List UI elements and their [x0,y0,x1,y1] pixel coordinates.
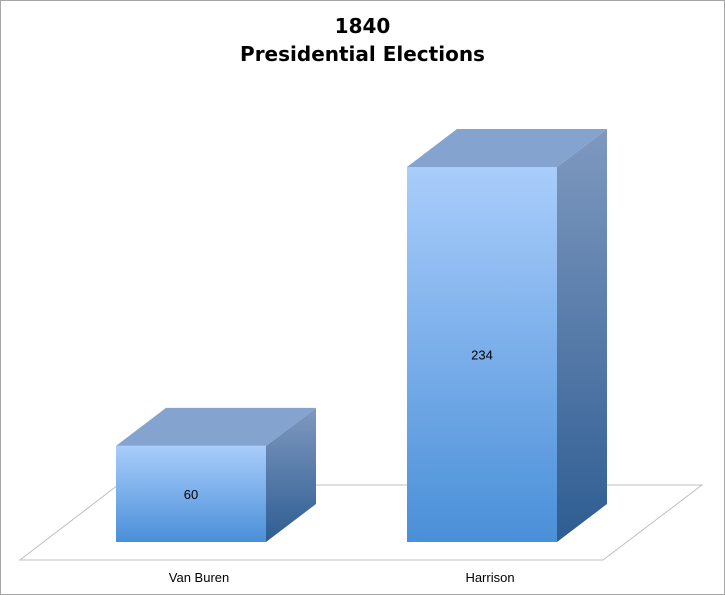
bar-van-buren-side [266,407,316,542]
bar-van-buren-top [116,407,316,446]
category-label-van-buren: Van Buren [169,570,229,585]
category-labels: Van Buren Harrison [169,570,515,585]
category-label-harrison: Harrison [465,570,514,585]
bar-harrison [407,167,557,542]
data-label-harrison: 234 [471,348,493,363]
bar-van-buren [116,445,266,542]
bar-harrison-side [557,129,607,542]
data-label-van-buren: 60 [184,487,198,502]
chart-title-line-2: Presidential Elections [240,42,485,66]
chart-title: 1840 Presidential Elections [0,12,725,68]
bar-harrison-top [407,129,607,167]
bars-group: 60 234 [116,129,607,542]
chart-title-line-1: 1840 [334,14,391,38]
